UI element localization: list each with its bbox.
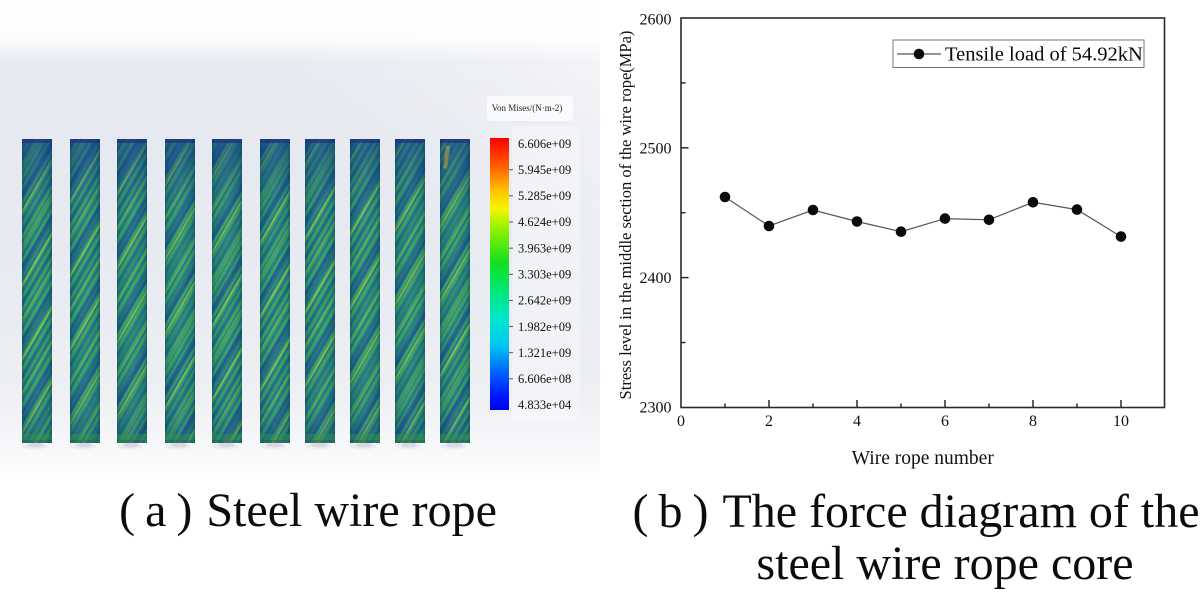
svg-text:6.606e+09: 6.606e+09 — [518, 137, 571, 151]
svg-text:0: 0 — [677, 413, 685, 430]
svg-text:2300: 2300 — [640, 400, 672, 417]
svg-text:2500: 2500 — [640, 141, 672, 158]
svg-text:Tensile load of 54.92kN: Tensile load of 54.92kN — [945, 44, 1143, 66]
svg-text:4.833e+04: 4.833e+04 — [518, 398, 572, 412]
svg-text:1.321e+09: 1.321e+09 — [518, 346, 571, 360]
svg-text:10: 10 — [1113, 413, 1129, 430]
svg-text:3.303e+09: 3.303e+09 — [518, 268, 571, 282]
svg-text:2600: 2600 — [640, 12, 672, 29]
svg-text:1.982e+09: 1.982e+09 — [518, 320, 571, 334]
svg-text:2.642e+09: 2.642e+09 — [518, 294, 571, 308]
svg-text:5.285e+09: 5.285e+09 — [518, 189, 571, 203]
svg-text:4.624e+09: 4.624e+09 — [518, 215, 571, 229]
svg-text:8: 8 — [1029, 413, 1037, 430]
svg-text:4: 4 — [853, 413, 861, 430]
svg-text:3.963e+09: 3.963e+09 — [518, 241, 571, 255]
svg-text:6: 6 — [941, 413, 949, 430]
svg-text:6.606e+08: 6.606e+08 — [518, 372, 571, 386]
svg-text:2: 2 — [765, 413, 773, 430]
svg-text:Von Mises/(N·m-2): Von Mises/(N·m-2) — [492, 103, 563, 113]
svg-text:Stress level in the middle sec: Stress level in the middle section of th… — [616, 31, 635, 400]
svg-text:5.945e+09: 5.945e+09 — [518, 163, 571, 177]
svg-text:2400: 2400 — [640, 270, 672, 287]
svg-text:Wire rope number: Wire rope number — [852, 448, 995, 469]
